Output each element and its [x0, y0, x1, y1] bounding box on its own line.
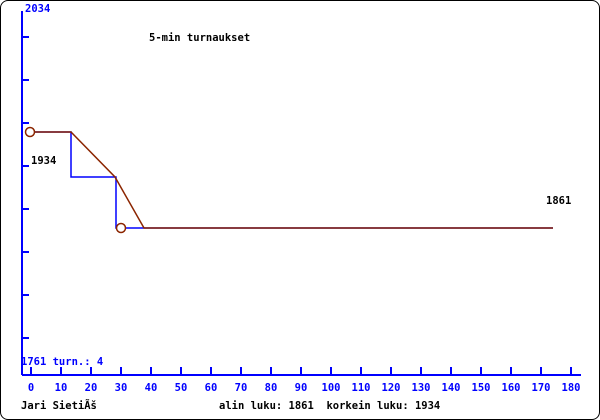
x-axis-tick-label: 110 — [351, 382, 371, 394]
series-step-line — [30, 131, 553, 229]
y-axis-top-label: 2034 — [25, 3, 51, 15]
x-axis-tick-label: 120 — [381, 382, 401, 394]
x-axis-tick-label: 10 — [54, 382, 68, 394]
x-axis-tick-label: 0 — [27, 382, 35, 394]
series-trend-line — [30, 131, 553, 229]
stats-label: alin luku: 1861 korkein luku: 1934 — [219, 400, 441, 412]
y-axis-mid-label: 1934 — [31, 155, 57, 167]
x-axis-tick-label: 70 — [234, 382, 248, 394]
player-name-label: Jari SietiÃš — [21, 400, 97, 412]
last-value-label: 1861 — [546, 195, 572, 207]
x-axis-tick-label: 180 — [561, 382, 581, 394]
x-axis-tick-label: 170 — [531, 382, 551, 394]
x-axis-tick-label: 50 — [174, 382, 188, 394]
x-axis-tick-label: 30 — [114, 382, 128, 394]
x-axis-tick-label: 160 — [501, 382, 521, 394]
x-axis-tick-label: 20 — [84, 382, 98, 394]
chart-title: 5-min turnaukset — [149, 32, 251, 44]
x-axis-tick-label: 60 — [204, 382, 218, 394]
x-axis-tick-label: 130 — [411, 382, 431, 394]
x-axis-tick-label: 100 — [321, 382, 341, 394]
x-axis-tick-label: 80 — [264, 382, 278, 394]
x-axis-tick-label: 140 — [441, 382, 461, 394]
x-axis-tick-label: 150 — [471, 382, 491, 394]
data-point-marker — [115, 222, 127, 234]
data-point-marker — [24, 126, 36, 138]
x-axis-tick-label: 40 — [144, 382, 158, 394]
y-axis-bottom-info: 1761 turn.: 4 — [21, 356, 104, 368]
x-axis-tick-label: 90 — [294, 382, 308, 394]
